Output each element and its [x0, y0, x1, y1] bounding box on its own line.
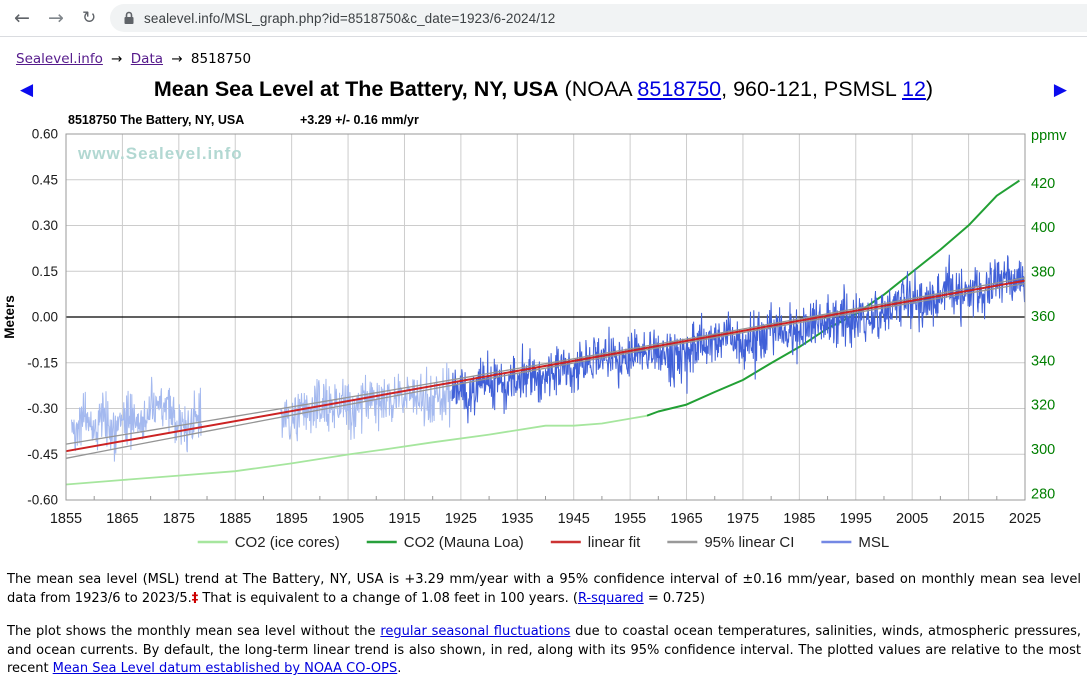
series-linear-fit	[65, 279, 1026, 453]
series-ci-upper	[65, 277, 1026, 445]
svg-text:0.00: 0.00	[32, 310, 58, 325]
svg-text:-0.60: -0.60	[27, 493, 58, 508]
minor-ticks	[93, 496, 998, 500]
chart-station-label: 8518750 The Battery, NY, USA	[68, 113, 244, 127]
svg-text:300: 300	[1031, 442, 1055, 458]
seasonal-fluctuations-link[interactable]: regular seasonal fluctuations	[380, 624, 571, 639]
browser-toolbar: ← → ↻ sealevel.info/MSL_graph.php?id=851…	[0, 0, 1087, 37]
breadcrumb-home-link[interactable]: Sealevel.info	[16, 51, 103, 67]
watermark: www.Sealevel.info	[77, 144, 243, 163]
page-title: Mean Sea Level at The Battery, NY, USA (…	[33, 77, 1054, 102]
trend-summary-text3: = 0.725)	[643, 590, 706, 606]
breadcrumb-station-id: 8518750	[190, 51, 252, 67]
svg-text:linear fit: linear fit	[588, 534, 641, 551]
psmsl-station-link[interactable]: 12	[902, 77, 926, 101]
svg-text:2015: 2015	[952, 511, 984, 527]
svg-text:1875: 1875	[163, 511, 195, 527]
svg-text:0.60: 0.60	[32, 127, 58, 142]
svg-text:0.15: 0.15	[32, 264, 58, 279]
legend-item: linear fit	[550, 534, 641, 551]
series-msl	[451, 254, 1025, 424]
svg-text:0.45: 0.45	[32, 172, 58, 187]
trend-summary-text: The mean sea level (MSL) trend at The Ba…	[7, 572, 1081, 606]
svg-text:2005: 2005	[896, 511, 928, 527]
r-squared-link[interactable]: R-squared	[577, 590, 644, 606]
trend-summary-text2: That is equivalent to a change of 1.08 f…	[198, 590, 578, 606]
msl-datum-link[interactable]: Mean Sea Level datum established by NOAA…	[52, 661, 398, 676]
footnote-dagger: ‡	[191, 590, 199, 606]
svg-text:380: 380	[1031, 265, 1055, 281]
breadcrumb: Sealevel.info → Data → 8518750	[16, 51, 1087, 67]
legend-item: CO2 (ice cores)	[197, 534, 340, 551]
description-text: The mean sea level (MSL) trend at The Ba…	[0, 571, 1087, 679]
svg-text:1975: 1975	[727, 511, 759, 527]
page-title-main: Mean Sea Level at The Battery, NY, USA	[153, 77, 559, 101]
svg-text:1865: 1865	[106, 511, 138, 527]
page-title-paren-open: (NOAA	[558, 77, 638, 101]
svg-text:1955: 1955	[614, 511, 646, 527]
url-text: sealevel.info/MSL_graph.php?id=8518750&c…	[144, 10, 556, 26]
svg-text:320: 320	[1031, 398, 1055, 414]
lock-icon	[124, 11, 134, 24]
svg-text:1995: 1995	[840, 511, 872, 527]
plot-description-text3: .	[397, 661, 402, 676]
url-bar[interactable]: sealevel.info/MSL_graph.php?id=8518750&c…	[110, 4, 1087, 32]
legend-item: MSL	[821, 534, 889, 551]
svg-text:400: 400	[1031, 220, 1055, 236]
plot-description-text: The plot shows the monthly mean sea leve…	[7, 624, 381, 639]
breadcrumb-separator: →	[171, 51, 183, 67]
svg-text:1915: 1915	[388, 511, 420, 527]
svg-text:-0.15: -0.15	[27, 355, 58, 370]
series-co2-ice-cores	[65, 414, 648, 486]
breadcrumb-separator: →	[111, 51, 123, 67]
svg-text:1965: 1965	[670, 511, 702, 527]
title-row: ◀ Mean Sea Level at The Battery, NY, USA…	[20, 77, 1067, 102]
svg-text:2025: 2025	[1009, 511, 1041, 527]
svg-text:1895: 1895	[276, 511, 308, 527]
svg-text:340: 340	[1031, 353, 1055, 369]
back-icon[interactable]: ←	[14, 7, 30, 29]
page-title-mid: , 960-121, PSMSL	[721, 77, 902, 101]
legend: CO2 (ice cores) CO2 (Mauna Loa) linear fit…	[197, 534, 889, 551]
left-axis-title: Meters	[2, 295, 17, 339]
svg-text:MSL: MSL	[858, 534, 889, 551]
legend-item: CO2 (Mauna Loa)	[366, 534, 524, 551]
svg-text:-0.45: -0.45	[27, 447, 58, 462]
svg-text:280: 280	[1031, 486, 1055, 502]
svg-text:CO2 (ice cores): CO2 (ice cores)	[235, 534, 340, 551]
svg-text:95% linear CI: 95% linear CI	[704, 534, 794, 551]
legend-item: 95% linear CI	[667, 534, 794, 551]
noaa-station-link[interactable]: 8518750	[637, 77, 722, 101]
svg-text:0.30: 0.30	[32, 218, 58, 233]
left-axis-labels: 0.60 0.45 0.30 0.15 0.00 -0.15 -0.30 -0.45 -0.60	[27, 127, 58, 508]
svg-text:1855: 1855	[50, 511, 82, 527]
previous-station-arrow[interactable]: ◀	[20, 79, 34, 99]
page-title-paren-close: )	[925, 77, 934, 101]
svg-text:1985: 1985	[783, 511, 815, 527]
svg-text:-0.30: -0.30	[27, 401, 58, 416]
plot-description-paragraph: The plot shows the monthly mean sea leve…	[7, 623, 1081, 679]
svg-text:1925: 1925	[445, 511, 477, 527]
svg-text:420: 420	[1031, 176, 1055, 192]
svg-text:ppmv: ppmv	[1031, 128, 1067, 144]
next-station-arrow[interactable]: ▶	[1053, 79, 1067, 99]
msl-chart: 8518750 The Battery, NY, USA +3.29 +/- 0.…	[2, 113, 1067, 551]
forward-icon[interactable]: →	[48, 7, 64, 29]
svg-text:CO2 (Mauna Loa): CO2 (Mauna Loa)	[404, 534, 524, 551]
svg-text:1885: 1885	[219, 511, 251, 527]
svg-text:1935: 1935	[501, 511, 533, 527]
svg-text:1945: 1945	[558, 511, 590, 527]
right-axis-labels: ppmv 420 400 380 360 340 320 300 280	[1031, 128, 1067, 502]
series-ci-lower	[65, 282, 1026, 459]
chart-trend-label: +3.29 +/- 0.16 mm/yr	[300, 113, 419, 127]
breadcrumb-data-link[interactable]: Data	[130, 51, 164, 67]
svg-text:360: 360	[1031, 309, 1055, 325]
reload-icon[interactable]: ↻	[82, 8, 97, 28]
trend-summary-paragraph: The mean sea level (MSL) trend at The Ba…	[7, 571, 1081, 608]
svg-text:1905: 1905	[332, 511, 364, 527]
x-axis-labels: 1855 1865 1875 1885 1895 1905 1915 1925 1935 1945…	[50, 511, 1041, 527]
plot-description-text2: due to coastal ocean temperatures, salin…	[7, 624, 1081, 676]
